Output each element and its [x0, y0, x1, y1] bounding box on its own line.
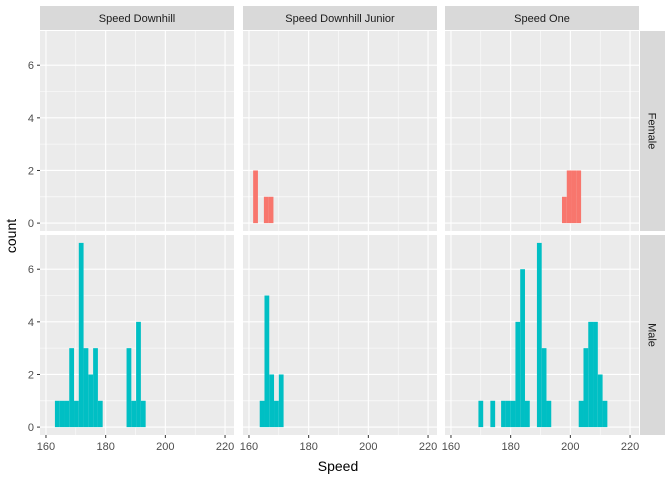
histogram-bar: [88, 374, 94, 428]
strip-speed-one: Speed One: [445, 6, 639, 30]
histogram-bar: [78, 242, 84, 428]
x-tick-label: 220: [621, 441, 639, 453]
histogram-bar: [578, 400, 584, 428]
histogram-bar: [566, 170, 572, 224]
histogram-bar: [131, 400, 137, 428]
strip-speed-downhill: Speed Downhill: [40, 6, 234, 30]
histogram-bar: [74, 400, 79, 428]
row-strip-label: Male: [646, 323, 658, 347]
panel-speed-downhill-male: 0 2 4 6 160 180 200 220: [28, 235, 234, 453]
histogram-bar: [583, 348, 589, 428]
histogram-bar: [97, 400, 103, 428]
y-tick-label: 2: [28, 165, 34, 177]
x-tick-label: 200: [561, 441, 579, 453]
histogram-bar: [64, 400, 70, 428]
histogram-bar: [54, 400, 60, 428]
panel-speed-downhill-junior-male: 160 180 200 220: [240, 235, 437, 453]
y-tick-label: 0: [28, 422, 34, 434]
column-strip-label: Speed Downhill Junior: [285, 13, 395, 25]
panel-background: [243, 31, 437, 231]
panels-layer: 0 2 4 6 0 2 4 6 160 180 200 220 160 180 200 220 160 180 20…: [28, 6, 665, 453]
x-tick-label: 160: [37, 441, 55, 453]
histogram-bar: [520, 269, 525, 428]
x-tick-label: 160: [442, 441, 460, 453]
row-strip-background: [640, 31, 665, 231]
x-tick-label: 180: [501, 441, 519, 453]
row-strip-label: Female: [646, 113, 658, 150]
panel-speed-one-female: [445, 31, 639, 231]
histogram-bar: [263, 196, 269, 224]
column-strip-label: Speed One: [514, 13, 570, 25]
histogram-bar: [126, 348, 132, 428]
y-tick-label: 4: [28, 113, 34, 125]
panel-background: [445, 31, 639, 231]
x-tick-label: 160: [240, 441, 258, 453]
histogram-bar: [515, 321, 521, 428]
histogram-bar: [83, 348, 89, 428]
histogram-bar: [561, 196, 567, 224]
y-tick-label: 2: [28, 369, 34, 381]
strip-speed-downhill-junior: Speed Downhill Junior: [243, 6, 437, 30]
x-tick-label: 220: [419, 441, 437, 453]
row-strip-background: [640, 235, 665, 435]
histogram-bar: [541, 348, 547, 428]
histogram-bar: [576, 170, 582, 224]
column-strip-background: [445, 6, 639, 30]
y-tick-label: 0: [28, 218, 34, 230]
histogram-bar: [490, 400, 496, 428]
x-tick-label: 180: [96, 441, 114, 453]
histogram-bar: [259, 400, 265, 428]
histogram-bar: [268, 196, 274, 224]
histogram-bar: [136, 321, 141, 428]
histogram-bar: [510, 400, 516, 428]
y-tick-label: 6: [28, 264, 34, 276]
histogram-bar: [253, 170, 258, 224]
histogram-bar: [278, 374, 284, 428]
panel-background: [40, 31, 234, 231]
panel-speed-downhill-female: 0 2 4 6: [28, 31, 234, 231]
strip-female: Female: [640, 31, 665, 231]
histogram-bar: [274, 400, 279, 428]
x-axis-title: Speed: [318, 458, 358, 474]
histogram-bar: [602, 400, 608, 428]
histogram-bar: [59, 400, 65, 428]
histogram-bar: [140, 400, 146, 428]
y-tick-label: 6: [28, 60, 34, 72]
x-tick-label: 200: [156, 441, 174, 453]
panel-speed-one-male: 160 180 200 220: [442, 235, 639, 453]
histogram-bar: [571, 170, 577, 224]
histogram-bar: [593, 321, 598, 428]
histogram-bar: [264, 295, 270, 428]
column-strip-label: Speed Downhill: [99, 13, 175, 25]
x-tick-label: 200: [359, 441, 377, 453]
histogram-bar: [524, 400, 530, 428]
histogram-bar: [588, 321, 594, 428]
strip-male: Male: [640, 235, 665, 435]
x-tick-label: 180: [299, 441, 317, 453]
histogram-bar: [478, 400, 484, 428]
y-axis-title: count: [3, 219, 19, 253]
x-tick-label: 220: [216, 441, 234, 453]
histogram-bar: [536, 242, 542, 428]
histogram-bar: [505, 400, 511, 428]
panel-speed-downhill-junior-female: [243, 31, 437, 231]
histogram-bar: [546, 400, 552, 428]
column-strip-background: [243, 6, 437, 30]
histogram-bar: [69, 348, 75, 428]
histogram-bar: [501, 400, 506, 428]
histogram-bar: [93, 348, 98, 428]
histogram-bar: [269, 374, 275, 428]
y-tick-label: 4: [28, 317, 34, 329]
column-strip-background: [40, 6, 234, 30]
histogram-bar: [597, 374, 603, 428]
